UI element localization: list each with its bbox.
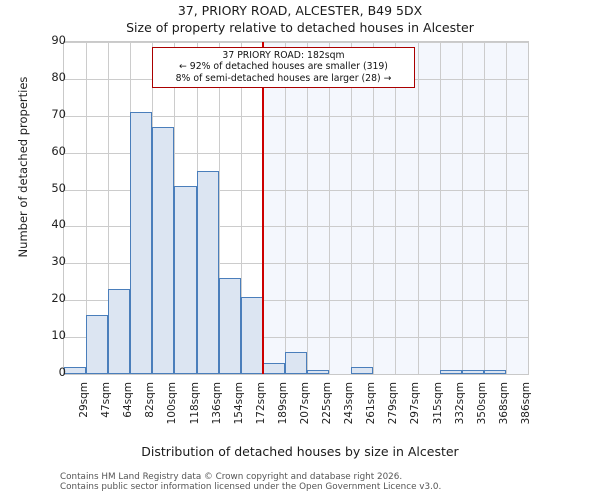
- gridline-y-90: [64, 42, 528, 43]
- bar-225sqm: [307, 370, 330, 374]
- gridline-y-50: [64, 189, 528, 191]
- x-tick-350sqm: 350sqm: [475, 382, 488, 425]
- gridline-x-18: [461, 42, 463, 374]
- gridline-y-30: [64, 263, 528, 265]
- x-axis-label: Distribution of detached houses by size …: [141, 444, 459, 459]
- x-tick-82sqm: 82sqm: [144, 382, 157, 418]
- y-tick-60: 60: [51, 143, 66, 158]
- chart-subtitle: Size of property relative to detached ho…: [126, 20, 474, 35]
- x-tick-332sqm: 332sqm: [453, 382, 466, 425]
- footer-attribution-line-2: Contains public sector information licen…: [60, 482, 442, 492]
- bar-154sqm: [218, 278, 241, 374]
- page-title: 37, PRIORY ROAD, ALCESTER, B49 5DX: [177, 3, 423, 18]
- y-axis-label: Number of detached properties: [16, 76, 30, 258]
- gridline-x-8: [240, 42, 242, 374]
- y-tick-40: 40: [51, 217, 66, 232]
- y-tick-90: 90: [51, 33, 66, 47]
- bar-172sqm: [240, 296, 263, 374]
- y-tick-50: 50: [51, 180, 66, 195]
- bar-368sqm: [483, 370, 506, 374]
- gridline-x-15: [395, 42, 397, 374]
- x-tick-136sqm: 136sqm: [210, 382, 223, 425]
- plot-area: [63, 41, 529, 375]
- annotation-line-3: 8% of semi-detached houses are larger (2…: [175, 72, 392, 84]
- gridline-x-1: [86, 42, 88, 374]
- gridline-x-14: [373, 42, 375, 374]
- x-tick-64sqm: 64sqm: [122, 382, 135, 418]
- gridline-x-10: [284, 42, 286, 374]
- y-tick-20: 20: [51, 291, 66, 306]
- gridline-x-17: [439, 42, 441, 374]
- x-tick-189sqm: 189sqm: [276, 382, 289, 425]
- gridline-x-7: [218, 42, 220, 374]
- x-tick-154sqm: 154sqm: [232, 382, 245, 425]
- x-tick-225sqm: 225sqm: [321, 382, 334, 425]
- x-tick-172sqm: 172sqm: [254, 382, 267, 425]
- bar-47sqm: [86, 314, 109, 374]
- y-tick-0: 0: [58, 365, 66, 379]
- gridline-y-40: [64, 226, 528, 228]
- larger-region-shading: [262, 42, 528, 374]
- gridline-x-19: [483, 42, 485, 374]
- x-tick-261sqm: 261sqm: [365, 382, 378, 425]
- x-tick-207sqm: 207sqm: [299, 382, 311, 425]
- bar-136sqm: [196, 171, 219, 374]
- bar-189sqm: [262, 362, 285, 374]
- y-tick-10: 10: [51, 328, 66, 343]
- property-marker-line: [261, 42, 264, 374]
- bar-64sqm: [108, 289, 131, 374]
- gridline-y-20: [64, 300, 528, 302]
- bar-261sqm: [351, 366, 374, 374]
- bar-82sqm: [130, 112, 153, 374]
- x-tick-118sqm: 118sqm: [188, 382, 201, 425]
- gridline-x-2: [108, 42, 110, 374]
- gridline-x-11: [307, 42, 309, 374]
- gridline-x-20: [505, 42, 507, 374]
- gridline-y-10: [64, 337, 528, 339]
- x-tick-243sqm: 243sqm: [343, 382, 356, 425]
- gridline-x-12: [329, 42, 331, 374]
- bar-332sqm: [439, 370, 462, 374]
- x-tick-279sqm: 279sqm: [387, 382, 400, 425]
- x-tick-100sqm: 100sqm: [166, 382, 179, 425]
- bar-100sqm: [152, 126, 175, 374]
- gridline-y-70: [64, 115, 528, 117]
- gridline-x-13: [351, 42, 353, 374]
- annotation-line-2: ← 92% of detached houses are smaller (31…: [179, 61, 388, 73]
- y-tick-30: 30: [51, 254, 66, 269]
- x-tick-29sqm: 29sqm: [78, 382, 91, 418]
- x-tick-386sqm: 386sqm: [519, 382, 532, 425]
- bar-207sqm: [284, 351, 308, 374]
- x-tick-297sqm: 297sqm: [409, 382, 422, 425]
- y-tick-80: 80: [51, 69, 66, 84]
- bar-29sqm: [64, 366, 87, 374]
- annotation-line-1: 37 PRIORY ROAD: 182sqm: [222, 50, 345, 61]
- property-annotation-box: 37 PRIORY ROAD: 182sqm ← 92% of detached…: [152, 47, 415, 88]
- x-tick-47sqm: 47sqm: [100, 382, 113, 418]
- x-tick-368sqm: 368sqm: [497, 382, 510, 425]
- y-tick-70: 70: [51, 106, 66, 121]
- gridline-y-60: [64, 152, 528, 154]
- gridline-x-16: [417, 42, 419, 374]
- footer-attribution-line-1: Contains HM Land Registry data © Crown c…: [60, 472, 403, 482]
- bar-118sqm: [174, 185, 197, 374]
- x-tick-315sqm: 315sqm: [431, 382, 444, 425]
- bar-350sqm: [461, 370, 484, 374]
